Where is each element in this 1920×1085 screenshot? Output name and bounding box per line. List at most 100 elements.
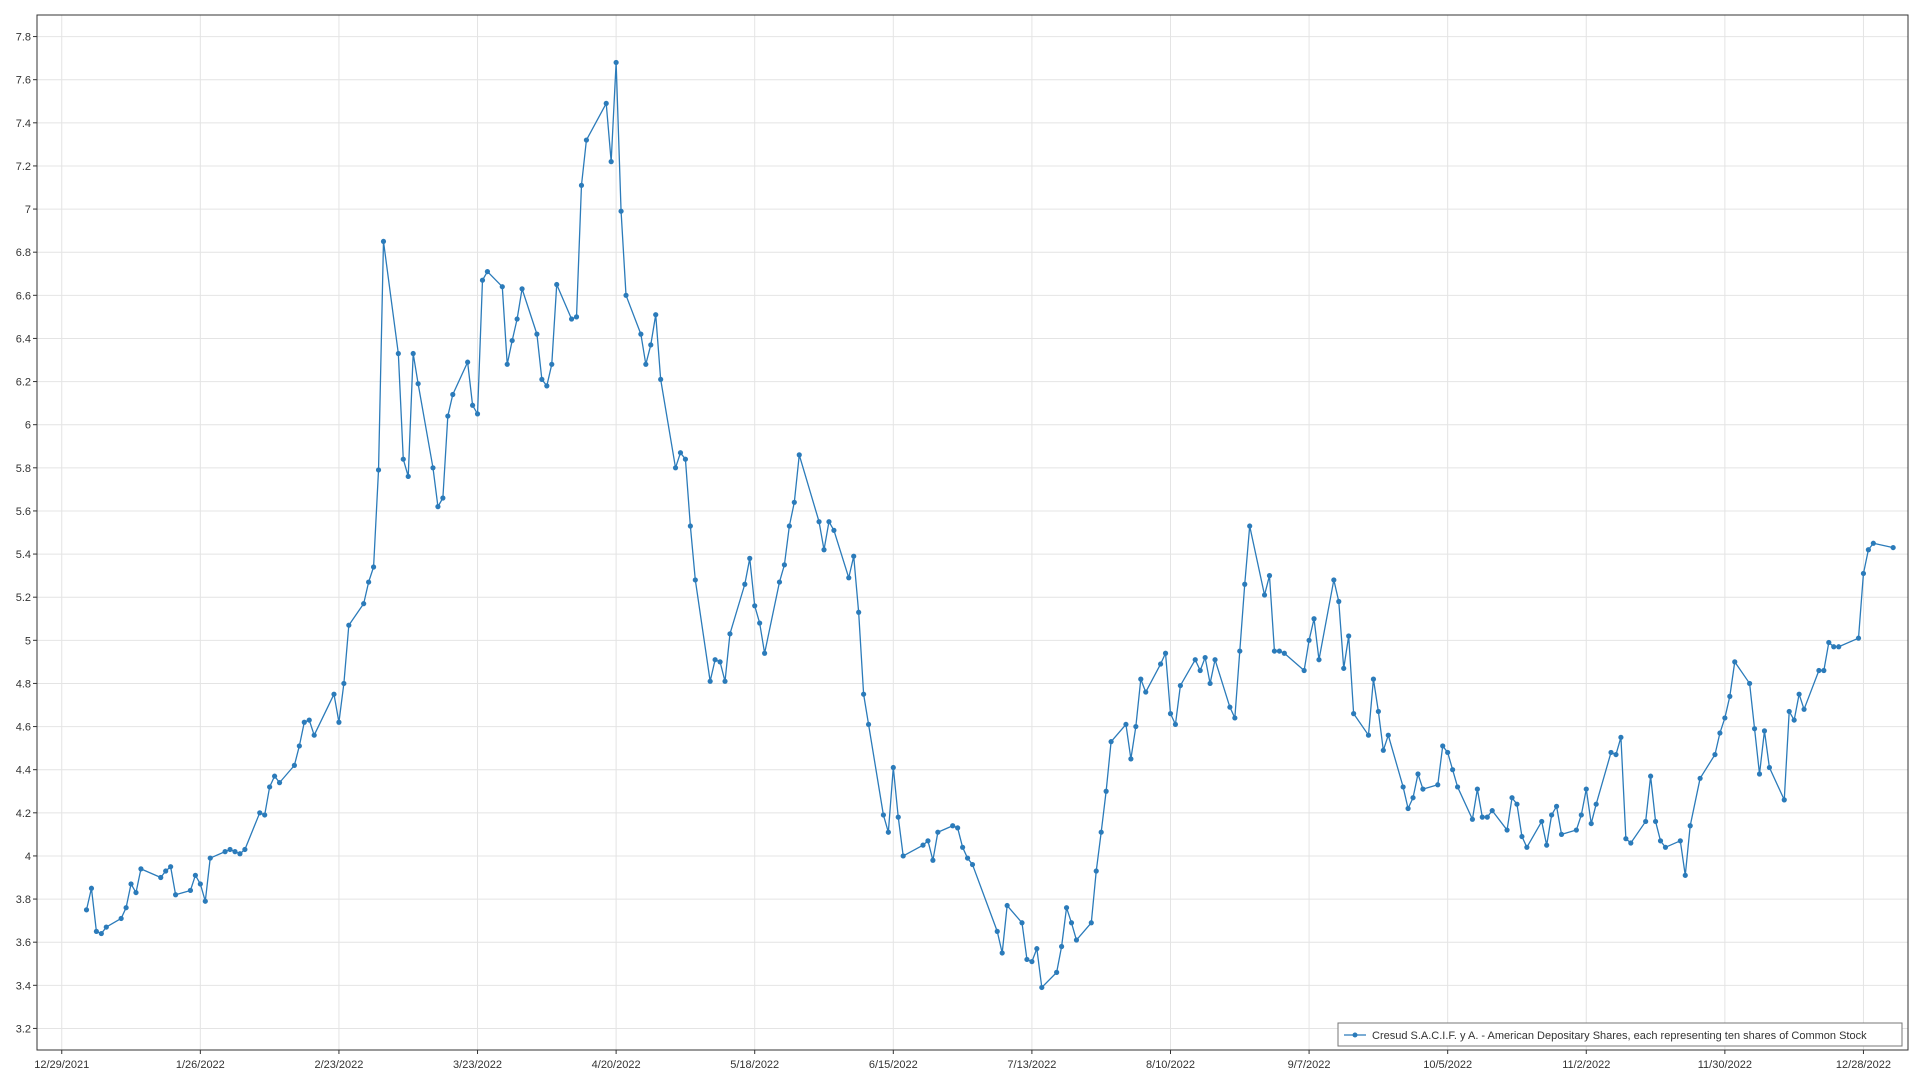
data-point <box>415 381 421 387</box>
data-point <box>1870 540 1876 546</box>
data-point <box>1553 803 1560 809</box>
data-point <box>1103 788 1109 794</box>
data-point <box>1791 717 1797 723</box>
y-tick-label: 4.8 <box>16 678 31 690</box>
data-point <box>885 829 891 835</box>
data-point <box>583 137 590 143</box>
data-point <box>682 456 689 462</box>
data-point <box>291 762 297 768</box>
data-point <box>1677 838 1683 844</box>
data-point <box>1306 637 1312 643</box>
data-point <box>722 678 728 684</box>
data-point <box>1445 749 1451 756</box>
data-point <box>1380 747 1386 753</box>
data-point <box>573 314 580 320</box>
data-point <box>207 855 213 861</box>
data-point <box>672 465 679 471</box>
data-point <box>712 657 718 663</box>
data-point <box>375 467 382 473</box>
data-point <box>361 601 367 607</box>
data-point <box>1143 689 1149 695</box>
data-point <box>187 887 194 894</box>
data-point <box>158 874 164 881</box>
x-tick-label: 6/15/2022 <box>869 1059 918 1071</box>
data-point <box>762 650 768 656</box>
x-tick-label: 1/26/2022 <box>176 1059 225 1071</box>
data-point <box>262 812 268 818</box>
data-point <box>1697 775 1703 781</box>
data-point <box>1454 784 1461 790</box>
data-point <box>410 350 416 357</box>
data-point <box>969 861 976 868</box>
data-point <box>197 881 203 887</box>
data-point <box>930 857 936 863</box>
data-point <box>1509 795 1515 801</box>
plot-area-frame <box>36 14 1909 1051</box>
data-point <box>237 851 243 857</box>
data-point <box>677 450 684 456</box>
data-point <box>1786 708 1792 715</box>
data-point <box>1801 706 1807 712</box>
data-point <box>1370 676 1377 682</box>
data-point <box>1821 667 1827 674</box>
data-point <box>1167 711 1174 717</box>
data-point <box>1004 902 1010 909</box>
data-point <box>757 620 763 626</box>
y-tick-label: 7.2 <box>16 161 31 173</box>
data-point <box>1855 635 1862 641</box>
data-point <box>618 208 624 214</box>
y-tick-label: 7.8 <box>16 32 31 44</box>
data-point <box>964 855 971 861</box>
data-point <box>752 603 758 609</box>
data-point <box>1301 667 1307 674</box>
y-tick-label: 5.8 <box>16 463 31 475</box>
y-tick-label: 3.4 <box>16 980 31 992</box>
y-tick-label: 7.6 <box>16 75 31 87</box>
data-point <box>301 719 307 725</box>
data-point <box>865 721 872 728</box>
data-point <box>1316 657 1322 663</box>
data-point <box>950 823 956 829</box>
data-point <box>920 842 926 848</box>
data-point <box>1138 676 1144 682</box>
data-point <box>1504 827 1510 833</box>
data-point <box>1281 650 1287 656</box>
data-point <box>653 312 659 318</box>
y-tick-label: 5.2 <box>16 592 31 604</box>
data-point <box>1232 715 1238 721</box>
data-point <box>1266 573 1273 579</box>
data-point <box>534 331 540 337</box>
data-point <box>796 452 802 458</box>
y-axis: 3.2 3.4 3.6 3.8 4 4.2 4.4 4.6 4.8 5 5.2 5.4 5.6 5.8 6 6… <box>16 32 37 1035</box>
data-point <box>1712 751 1718 758</box>
data-point <box>1346 633 1352 639</box>
x-tick-label: 11/2/2022 <box>1562 1059 1610 1071</box>
data-point <box>103 924 109 930</box>
data-point <box>1573 827 1579 833</box>
data-point <box>549 361 555 367</box>
data-point <box>1133 723 1139 730</box>
data-point <box>1128 756 1134 762</box>
data-point <box>1098 829 1104 835</box>
data-point <box>643 361 649 367</box>
data-point <box>776 579 783 585</box>
data-point <box>227 846 233 853</box>
data-point <box>1420 786 1426 792</box>
data-point <box>504 361 510 367</box>
x-tick-label: 3/23/2022 <box>453 1059 502 1071</box>
y-tick-label: 6.2 <box>16 377 31 389</box>
data-point <box>1831 644 1837 650</box>
data-point <box>1019 920 1025 926</box>
data-point <box>133 889 139 896</box>
data-point <box>1435 782 1441 788</box>
data-point <box>1652 818 1659 825</box>
data-point <box>1717 730 1723 736</box>
data-point <box>1766 764 1773 771</box>
data-point <box>370 564 377 570</box>
data-point <box>890 764 896 771</box>
data-point <box>1400 784 1406 790</box>
data-point <box>1514 801 1520 807</box>
data-point <box>1549 812 1555 818</box>
data-point <box>336 719 342 725</box>
